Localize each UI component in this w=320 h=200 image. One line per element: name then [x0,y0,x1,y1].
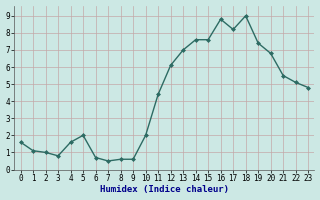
X-axis label: Humidex (Indice chaleur): Humidex (Indice chaleur) [100,185,229,194]
